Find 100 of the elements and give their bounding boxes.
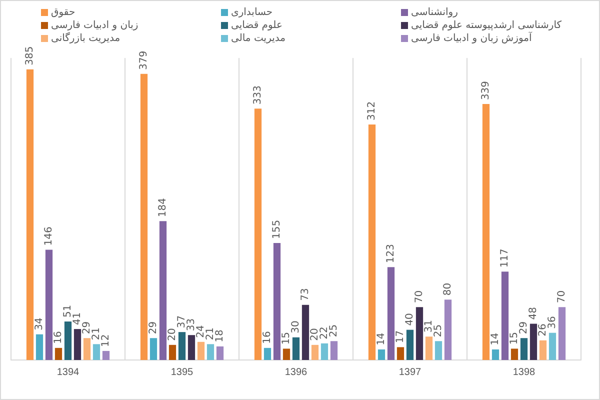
bar [264,348,272,360]
data-label: 16 [53,331,64,344]
bar [188,335,196,360]
bar [492,349,500,360]
bar [292,337,300,360]
bar [520,338,528,360]
bar [510,348,518,360]
data-label: 17 [395,330,406,344]
bar [558,307,566,360]
legend-label: مدیریت بازرگانی [51,33,120,44]
data-label: 70 [414,290,426,304]
bar [387,267,395,360]
bar [282,348,290,360]
data-label: 16 [262,331,274,344]
data-label: 15 [281,332,292,345]
bar [320,343,328,360]
bar [150,338,158,360]
data-label: 25 [433,324,444,338]
bar [378,349,386,360]
bar [368,124,376,360]
data-label: 26 [538,324,549,336]
data-label: 29 [82,321,93,334]
data-label: 146 [44,226,55,246]
data-label: 30 [290,320,302,334]
data-label: 29 [518,321,530,334]
data-label: 33 [186,318,198,332]
data-label: 34 [34,318,46,330]
data-label: 385 [24,46,36,66]
legend-label: حقوق [51,7,76,18]
data-label: 22 [319,326,330,340]
legend-label: روانشناسی [411,7,458,18]
data-label: 80 [442,282,454,296]
bar [444,300,452,360]
legend-label: علوم قضایی [231,20,282,31]
bar [216,346,224,360]
data-label: 379 [138,50,150,70]
data-label: 41 [72,312,84,326]
bar [273,242,281,360]
data-label: 29 [148,321,160,334]
data-label: 40 [404,313,416,326]
bar [539,340,547,360]
bar [530,324,538,360]
bar [159,221,167,360]
bar [302,304,310,360]
data-label: 123 [386,244,397,264]
bar [83,338,91,360]
legend-label: زبان و ادبیات فارسی [51,20,138,31]
data-label: 73 [300,288,312,301]
bar [197,342,205,360]
bar [501,272,509,360]
bar [482,104,490,360]
bar [406,330,414,360]
bar [92,344,100,360]
data-label: 51 [62,304,74,318]
data-label: 184 [158,198,169,218]
bar [74,329,82,360]
legend-label: مدیریت مالی [231,33,286,44]
bar [26,69,34,360]
x-tick-label: 1398 [512,366,536,378]
bar [396,347,404,360]
bar [54,348,62,360]
bar [416,307,424,360]
data-label: 70 [556,290,568,304]
bar [36,334,44,360]
data-label: 18 [214,330,226,342]
bar [102,350,110,360]
data-label: 21 [91,327,102,340]
data-label: 21 [205,327,216,340]
bar [434,341,442,360]
data-label: 14 [376,332,388,346]
bar [168,344,176,360]
data-label: 12 [100,334,112,347]
bar [64,321,72,360]
x-tick-label: 1395 [170,366,194,378]
legend-label: حسابداری [231,7,273,18]
data-label: 31 [424,320,435,333]
data-label: 333 [252,85,264,105]
data-label: 155 [272,220,283,239]
data-label: 14 [490,332,502,346]
data-label: 15 [509,332,520,345]
data-label: 339 [480,80,492,100]
data-label: 24 [196,325,207,338]
data-label: 25 [328,324,340,338]
data-label: 312 [366,101,378,120]
data-label: 36 [547,316,558,329]
bar [254,108,262,360]
bar [140,74,148,360]
data-label: 117 [500,248,511,268]
legend-label: کارشناسی ارشدپیوسته علوم قضایی [411,20,562,31]
x-tick-label: 1394 [56,366,80,378]
bar [206,344,214,360]
bar [425,336,433,360]
bar [330,341,338,360]
bar [548,332,556,360]
data-label: 20 [310,328,321,341]
data-label: 37 [176,315,188,328]
legend-label: آموزش زبان و ادبیات فارسی [411,33,532,44]
bar [311,344,319,360]
x-tick-label: 1397 [398,366,422,378]
data-label: 48 [528,307,540,320]
